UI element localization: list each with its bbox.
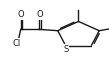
Text: Cl: Cl	[12, 39, 20, 48]
Text: O: O	[36, 10, 43, 19]
Text: O: O	[18, 10, 25, 19]
Text: S: S	[64, 45, 69, 54]
